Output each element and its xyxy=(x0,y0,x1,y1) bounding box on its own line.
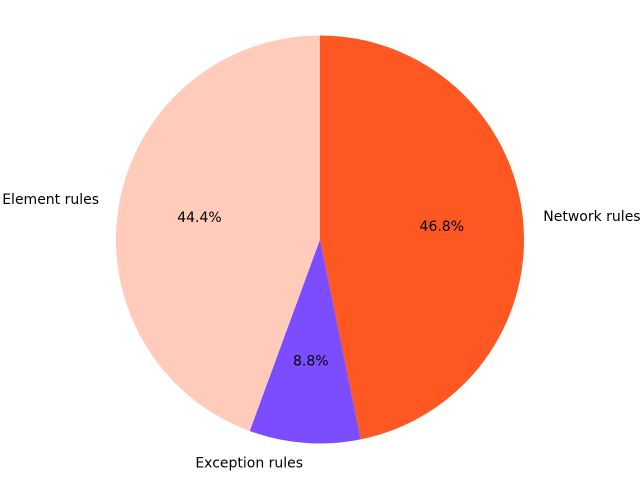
pie-slice-element-rules xyxy=(116,35,320,431)
slice-label-network-rules: Network rules xyxy=(543,209,640,225)
slice-label-exception-rules: Exception rules xyxy=(195,455,303,471)
pie-slice-network-rules xyxy=(320,35,524,440)
pct-label-network-rules: 46.8% xyxy=(420,219,464,235)
pct-label-exception-rules: 8.8% xyxy=(293,354,329,370)
slice-label-element-rules: Element rules xyxy=(2,192,99,208)
pie-slice-exception-rules xyxy=(249,239,361,444)
pct-label-element-rules: 44.4% xyxy=(177,210,221,226)
